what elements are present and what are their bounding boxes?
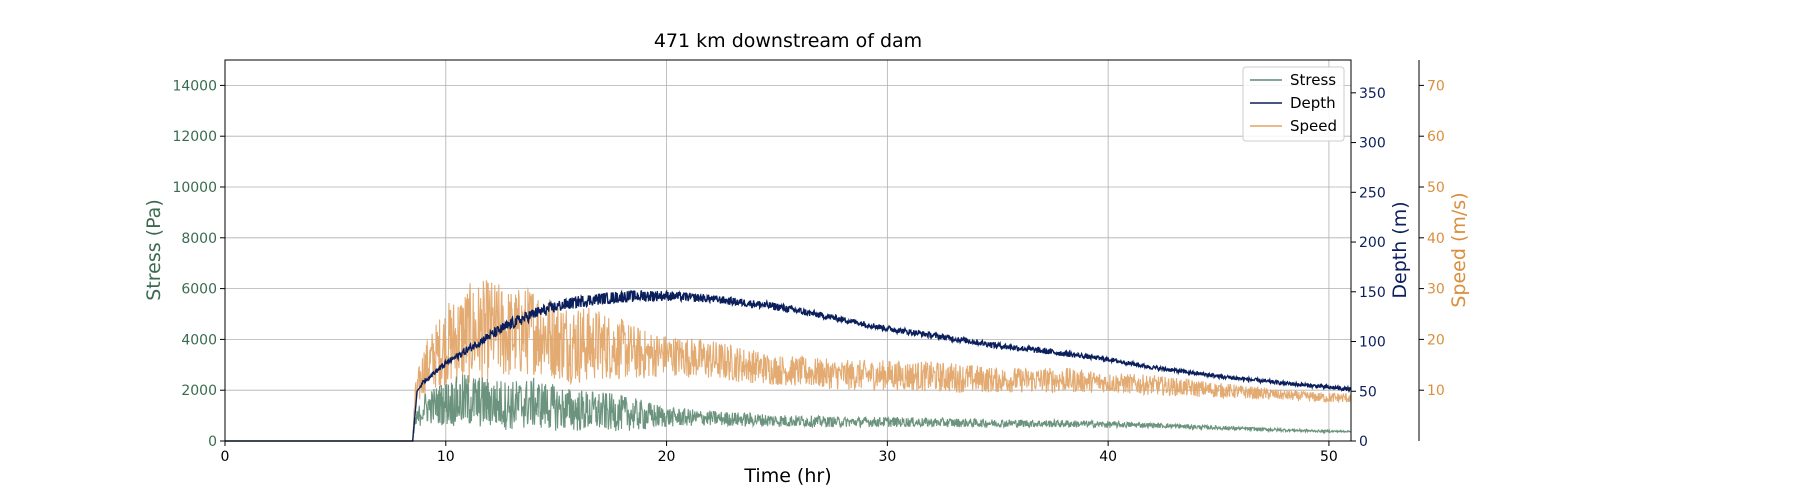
- speed-tick-label: 20: [1427, 332, 1445, 348]
- stress-tick-label: 4000: [181, 332, 217, 348]
- stress-axis-title: Stress (Pa): [143, 199, 165, 301]
- depth-series-line: [225, 289, 1352, 442]
- speed-series-line: [225, 280, 1352, 442]
- depth-tick-label: 200: [1359, 235, 1386, 251]
- stress-tick-label: 6000: [181, 282, 217, 298]
- speed-tick-label: 50: [1427, 180, 1445, 196]
- depth-tick-label: 300: [1359, 136, 1386, 152]
- legend-stress-label: Stress: [1290, 71, 1336, 89]
- speed-tick-label: 10: [1427, 383, 1445, 399]
- x-tick-label: 50: [1320, 449, 1338, 465]
- plot-frame: [224, 59, 1352, 442]
- stress-series-line: [225, 374, 1352, 442]
- grid: [224, 60, 1351, 442]
- series-layer: [225, 280, 1352, 442]
- x-tick-label: 20: [658, 449, 676, 465]
- speed-tick-label: 30: [1427, 282, 1445, 298]
- depth-tick-label: 100: [1359, 335, 1386, 351]
- axes: 0 10 20 30 40 5002000400060008000100001200014…: [172, 60, 1445, 465]
- depth-tick-label: 50: [1359, 384, 1377, 400]
- legend: Stress Depth Speed: [1242, 66, 1345, 142]
- legend-box: [1242, 66, 1345, 142]
- stress-tick-label: 12000: [172, 129, 217, 145]
- depth-tick-label: 150: [1359, 285, 1386, 301]
- x-tick-label: 30: [878, 449, 896, 465]
- x-tick-label: 40: [1099, 449, 1117, 465]
- x-axis-title: Time (hr): [743, 465, 831, 487]
- speed-axis-title: Speed (m/s): [1448, 192, 1470, 307]
- stress-tick-label: 2000: [181, 383, 217, 399]
- depth-axis-title: Depth (m): [1389, 201, 1411, 298]
- speed-tick-label: 40: [1427, 231, 1445, 247]
- stress-tick-label: 0: [208, 434, 217, 450]
- speed-tick-label: 70: [1427, 78, 1445, 94]
- stress-tick-label: 14000: [172, 78, 217, 94]
- speed-tick-label: 60: [1427, 129, 1445, 145]
- stress-tick-label: 8000: [181, 231, 217, 247]
- x-tick-label: 0: [221, 449, 230, 465]
- x-tick-label: 10: [437, 449, 455, 465]
- legend-depth-label: Depth: [1290, 94, 1336, 112]
- depth-tick-label: 0: [1359, 434, 1368, 450]
- depth-tick-label: 350: [1359, 86, 1386, 102]
- chart-title: 471 km downstream of dam: [654, 30, 922, 52]
- stress-tick-label: 10000: [172, 180, 217, 196]
- depth-tick-label: 250: [1359, 185, 1386, 201]
- legend-speed-label: Speed: [1290, 117, 1337, 135]
